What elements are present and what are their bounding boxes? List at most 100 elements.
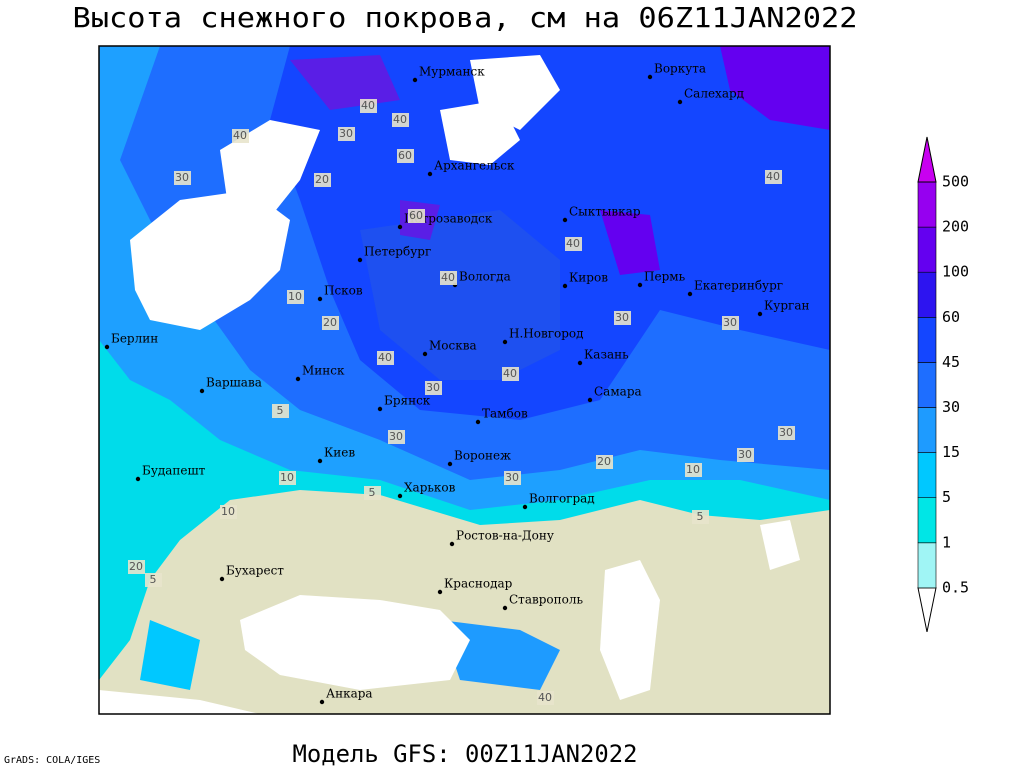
city-dot xyxy=(502,605,508,611)
contour-label-bg xyxy=(145,573,162,587)
city-dot xyxy=(475,419,481,425)
city-label: Самара xyxy=(594,385,642,399)
contour-label-bg xyxy=(220,505,237,519)
contour-label: 40 xyxy=(503,367,517,380)
contour-label: 60 xyxy=(409,209,423,222)
colorbar-label: 30 xyxy=(942,398,960,416)
city-label: Минск xyxy=(302,364,345,378)
contour-label: 30 xyxy=(505,471,519,484)
contour-label-bg xyxy=(377,351,394,365)
contour-label: 40 xyxy=(566,237,580,250)
city-dot xyxy=(199,388,205,394)
contour-label-bg xyxy=(565,237,582,251)
city-label: Н.Новгород xyxy=(509,327,584,341)
colorbar-label: 200 xyxy=(942,218,969,236)
city-dot xyxy=(577,360,583,366)
city-label: Бухарест xyxy=(226,564,284,578)
contour-label-bg xyxy=(232,129,249,143)
colorbar-label: 500 xyxy=(942,173,969,191)
contour-label: 10 xyxy=(221,505,235,518)
city-dot xyxy=(427,171,433,177)
contour-label: 30 xyxy=(175,171,189,184)
colorbar-label: 60 xyxy=(942,308,960,326)
contour-label-bg xyxy=(440,271,457,285)
city-dot xyxy=(135,476,141,482)
city-dot xyxy=(522,504,528,510)
contour-label-bg xyxy=(287,290,304,304)
city-label: Воронеж xyxy=(454,449,511,463)
contour-label-bg xyxy=(360,99,377,113)
credit: GrADS: COLA/IGES xyxy=(4,755,100,766)
city-dot xyxy=(447,461,453,467)
map-frame xyxy=(98,45,831,715)
contour-label: 5 xyxy=(150,573,157,586)
city-dot xyxy=(502,339,508,345)
city-label: Мурманск xyxy=(419,65,485,79)
colorbar-segment xyxy=(917,271,937,318)
city-label: Псков xyxy=(324,284,363,298)
city-dot xyxy=(397,224,403,230)
contour-label: 40 xyxy=(393,113,407,126)
city-label: Ростов-на-Дону xyxy=(456,529,554,543)
contour-label: 60 xyxy=(398,149,412,162)
colorbar-segment xyxy=(917,316,937,363)
colorbar-label: 5 xyxy=(942,488,951,506)
city-dot xyxy=(437,589,443,595)
contour-label: 40 xyxy=(378,351,392,364)
contour-label-bg xyxy=(504,471,521,485)
city-label: Вологда xyxy=(459,270,511,284)
contour-label: 10 xyxy=(280,471,294,484)
city-dot xyxy=(687,291,693,297)
city-dot xyxy=(647,74,653,80)
contour-label-bg xyxy=(502,367,519,381)
city-label: Киев xyxy=(324,446,355,460)
contour-label: 40 xyxy=(441,271,455,284)
contour-label: 20 xyxy=(597,455,611,468)
contour-label-bg xyxy=(397,149,414,163)
city-label: Брянск xyxy=(384,394,431,408)
colorbar-label: 45 xyxy=(942,353,960,371)
city-dot xyxy=(357,257,363,263)
contour-label-bg xyxy=(272,404,289,418)
colorbar-label: 100 xyxy=(942,263,969,281)
colorbar-segment xyxy=(917,497,937,544)
city-label: Москва xyxy=(429,339,477,353)
city-label: Краснодар xyxy=(444,577,513,591)
contour-label: 5 xyxy=(277,404,284,417)
city-dot xyxy=(449,541,455,547)
city-dot xyxy=(637,282,643,288)
contour-label-bg xyxy=(765,170,782,184)
city-label: Волгоград xyxy=(529,492,595,506)
contour-label: 30 xyxy=(426,381,440,394)
contour-label-bg xyxy=(314,173,331,187)
city-dot xyxy=(219,576,225,582)
city-label: Берлин xyxy=(111,332,158,346)
contour-label-bg xyxy=(408,209,425,223)
city-dot xyxy=(677,99,683,105)
city-label: Воркута xyxy=(654,62,706,76)
contour-label: 40 xyxy=(766,170,780,183)
contour-label-bg xyxy=(364,486,381,500)
city-dot xyxy=(295,376,301,382)
city-label: Анкара xyxy=(326,687,373,701)
city-dot xyxy=(412,77,418,83)
contour-label: 20 xyxy=(315,173,329,186)
city-label: Сыктывкар xyxy=(569,205,641,219)
city-dot xyxy=(104,344,110,350)
contour-label: 30 xyxy=(389,430,403,443)
contour-label-bg xyxy=(174,171,191,185)
contour-label-bg xyxy=(322,316,339,330)
colorbar-segment xyxy=(917,362,937,408)
city-dot xyxy=(757,311,763,317)
contour-label: 10 xyxy=(288,290,302,303)
colorbar-segment xyxy=(917,407,937,453)
colorbar-segment xyxy=(917,452,937,499)
city-label: Варшава xyxy=(206,376,262,390)
contour-label-bg xyxy=(392,113,409,127)
city-label: Архангельск xyxy=(434,159,515,173)
city-label: Салехард xyxy=(684,87,744,101)
city-dot xyxy=(377,406,383,412)
contour-label: 40 xyxy=(361,99,375,112)
